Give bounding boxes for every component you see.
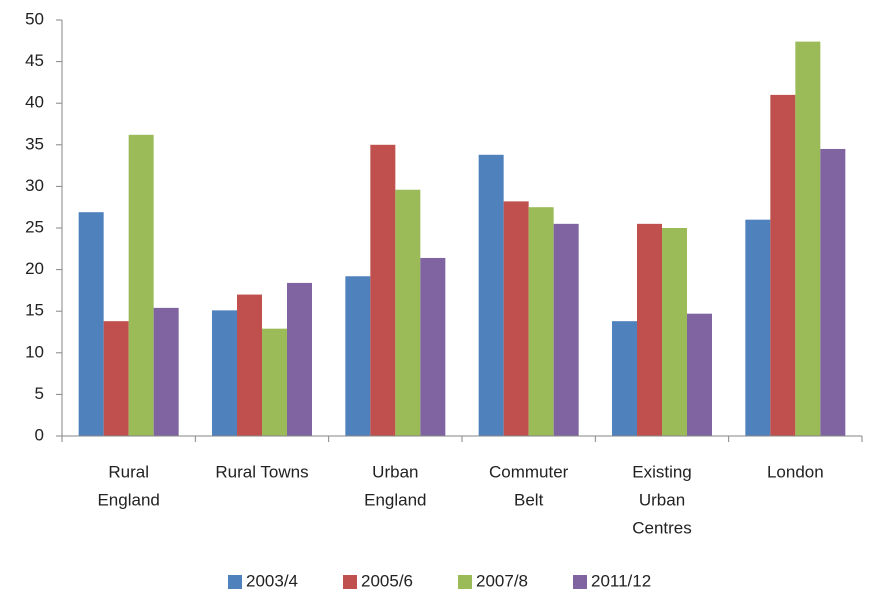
bar bbox=[770, 94, 796, 436]
bar bbox=[637, 223, 662, 436]
bar bbox=[478, 154, 504, 436]
x-tick-label: Existing bbox=[632, 462, 692, 481]
bar bbox=[153, 307, 179, 436]
legend-swatch bbox=[343, 575, 357, 589]
legend-swatch bbox=[573, 575, 587, 589]
x-tick-label: Centres bbox=[632, 518, 692, 537]
legend-label: 2011/12 bbox=[591, 571, 651, 590]
y-tick-label: 0 bbox=[35, 425, 44, 444]
x-tick-label: England bbox=[364, 490, 426, 509]
x-tick-label: England bbox=[97, 490, 159, 509]
bar bbox=[528, 207, 554, 436]
x-tick-label: Rural bbox=[108, 462, 149, 481]
bar bbox=[687, 313, 712, 436]
bar bbox=[370, 144, 396, 437]
x-tick-label: Belt bbox=[514, 490, 544, 509]
y-tick-label: 45 bbox=[25, 51, 44, 70]
bar bbox=[612, 321, 637, 436]
y-tick-label: 15 bbox=[25, 301, 44, 320]
y-tick-label: 40 bbox=[25, 93, 44, 112]
y-tick-label: 30 bbox=[25, 176, 44, 195]
bar bbox=[795, 41, 821, 437]
bar bbox=[345, 276, 371, 436]
y-tick-label: 10 bbox=[25, 342, 44, 361]
x-tick-label: Commuter bbox=[489, 462, 569, 481]
bar bbox=[662, 228, 687, 436]
y-tick-label: 35 bbox=[25, 134, 44, 153]
legend-label: 2005/6 bbox=[361, 571, 413, 590]
legend-swatch bbox=[458, 575, 472, 589]
bar bbox=[262, 328, 287, 436]
legend-swatch bbox=[228, 575, 242, 589]
bar bbox=[553, 223, 579, 436]
legend-label: 2007/8 bbox=[476, 571, 528, 590]
bar bbox=[103, 321, 129, 436]
bar bbox=[745, 219, 771, 436]
bar bbox=[287, 282, 312, 436]
bar bbox=[820, 148, 846, 436]
x-tick-label: London bbox=[767, 462, 824, 481]
x-tick-label: Rural Towns bbox=[215, 462, 308, 481]
bar bbox=[128, 134, 154, 437]
y-tick-label: 20 bbox=[25, 259, 44, 278]
legend-label: 2003/4 bbox=[246, 571, 298, 590]
x-tick-label: Urban bbox=[639, 490, 685, 509]
x-tick-label: Urban bbox=[372, 462, 418, 481]
y-tick-label: 50 bbox=[25, 9, 44, 28]
y-tick-label: 25 bbox=[25, 217, 44, 236]
bar bbox=[395, 189, 421, 436]
bar bbox=[503, 201, 529, 436]
bar bbox=[78, 212, 104, 436]
bar bbox=[420, 257, 446, 436]
y-tick-label: 5 bbox=[35, 384, 44, 403]
bar bbox=[237, 294, 262, 436]
bar bbox=[212, 310, 237, 436]
